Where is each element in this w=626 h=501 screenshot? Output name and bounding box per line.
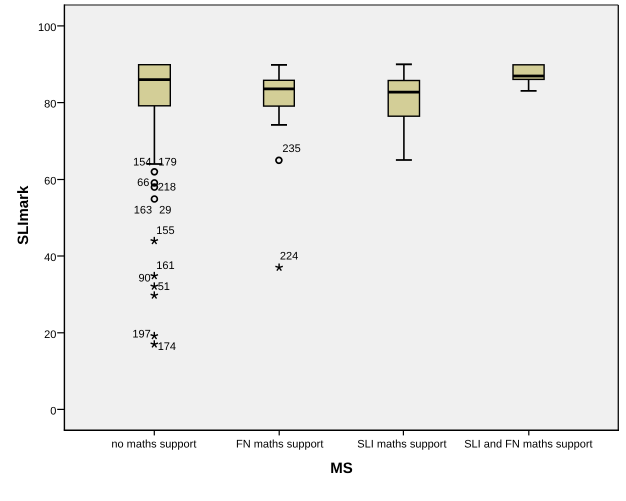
- svg-text:SLI maths support: SLI maths support: [357, 439, 446, 451]
- svg-text:100: 100: [38, 22, 56, 34]
- svg-text:40: 40: [44, 252, 56, 264]
- svg-text:SLImark: SLImark: [15, 185, 32, 245]
- svg-text:51: 51: [158, 281, 170, 293]
- svg-text:154: 154: [133, 157, 151, 169]
- svg-text:235: 235: [282, 143, 300, 155]
- svg-text:SLI and FN maths support: SLI and FN maths support: [464, 439, 592, 451]
- svg-text:163: 163: [134, 205, 152, 217]
- svg-text:155: 155: [156, 225, 174, 237]
- svg-text:90: 90: [138, 272, 150, 284]
- svg-text:218: 218: [158, 181, 176, 193]
- svg-text:0: 0: [50, 405, 56, 417]
- svg-text:197: 197: [132, 328, 150, 340]
- svg-text:20: 20: [44, 329, 56, 341]
- svg-text:MS: MS: [330, 460, 353, 477]
- svg-text:60: 60: [44, 176, 56, 188]
- svg-text:29: 29: [159, 205, 171, 217]
- svg-text:80: 80: [44, 99, 56, 111]
- svg-text:FN maths support: FN maths support: [236, 439, 323, 451]
- svg-text:no maths support: no maths support: [111, 439, 196, 451]
- svg-text:224: 224: [280, 251, 298, 263]
- svg-text:174: 174: [158, 341, 176, 353]
- svg-text:179: 179: [158, 157, 176, 169]
- svg-text:161: 161: [156, 260, 174, 272]
- svg-text:66: 66: [137, 177, 149, 189]
